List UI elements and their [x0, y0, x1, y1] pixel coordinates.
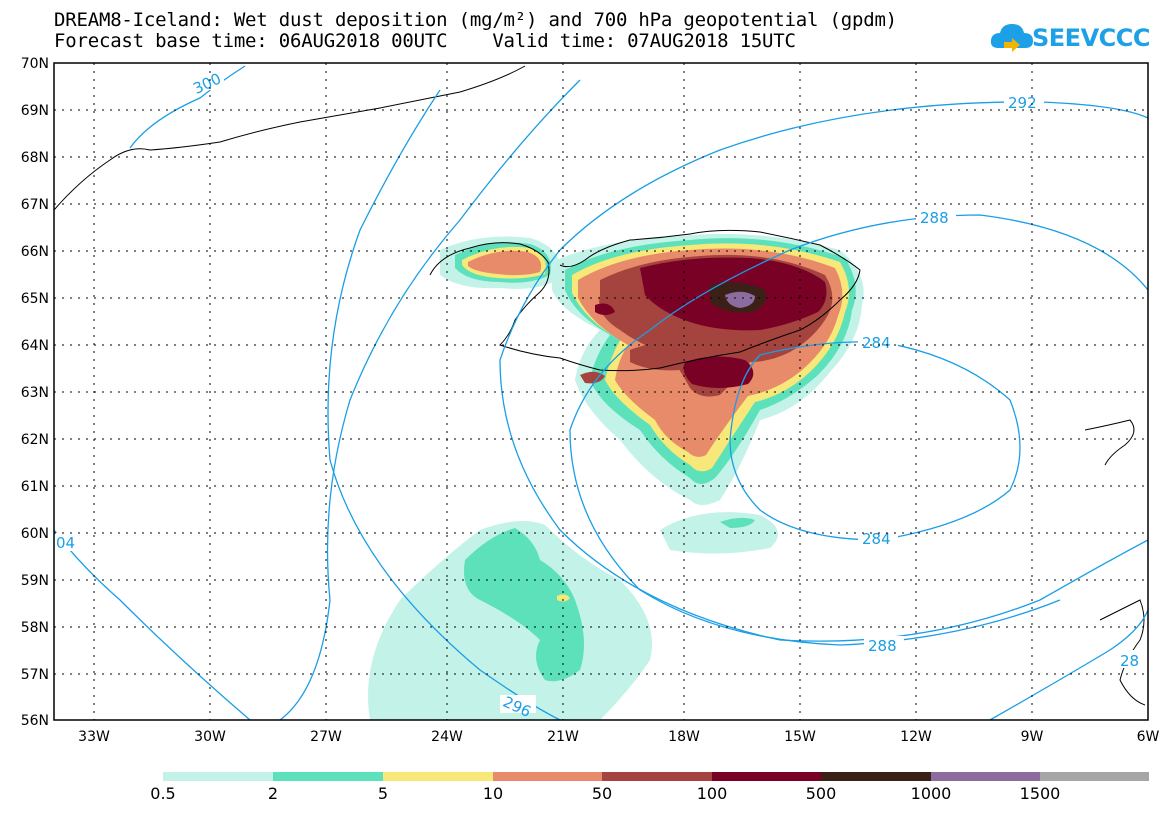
legend-swatch	[493, 772, 602, 781]
gridlines	[54, 63, 1148, 720]
lat-label: 57N	[21, 667, 49, 683]
lon-label: 30W	[194, 729, 226, 745]
map-title-line2: Forecast base time: 06AUG2018 00UTC Vali…	[54, 30, 796, 52]
legend-swatch	[931, 772, 1040, 781]
lon-label: 21W	[547, 729, 579, 745]
legend-swatch	[712, 772, 821, 781]
latitude-labels: 70N 69N 68N 67N 66N 65N 64N 63N 62N 61N …	[21, 56, 49, 729]
legend-swatch	[163, 772, 273, 781]
legend-label: 1000	[910, 784, 952, 803]
legend-label: 5	[377, 784, 389, 803]
lon-label: 15W	[784, 729, 816, 745]
legend-label: 500	[805, 784, 837, 803]
lat-label: 64N	[21, 338, 49, 354]
lat-label: 68N	[21, 150, 49, 166]
legend-swatch	[602, 772, 712, 781]
legend-label: 100	[696, 784, 728, 803]
lat-label: 61N	[21, 479, 49, 495]
coastlines	[54, 65, 1146, 706]
legend-swatch	[383, 772, 493, 781]
legend-label: 0.5	[150, 784, 176, 803]
lat-label: 67N	[21, 197, 49, 213]
lat-label: 58N	[21, 620, 49, 636]
lat-label: 56N	[21, 713, 49, 729]
lon-label: 12W	[900, 729, 932, 745]
lon-label: 24W	[431, 729, 463, 745]
contour-label-284-bottom: 284	[862, 530, 891, 548]
legend-label: 2	[267, 784, 279, 803]
geopotential-contours	[54, 65, 1148, 720]
contour-label-288-bottom: 288	[868, 637, 897, 655]
color-legend	[163, 772, 1149, 781]
plot-frame	[53, 62, 1149, 721]
lon-label: 27W	[310, 729, 342, 745]
legend-swatch	[273, 772, 383, 781]
contour-label-288-top: 288	[920, 209, 949, 227]
cloud-icon	[990, 24, 1033, 52]
lon-label: 18W	[668, 729, 700, 745]
logo-text: SEEVCCC	[1032, 24, 1151, 52]
legend-swatch	[821, 772, 931, 781]
legend-swatch	[1040, 772, 1149, 781]
lat-label: 65N	[21, 291, 49, 307]
lon-label: 9W	[1021, 729, 1044, 745]
lat-label: 62N	[21, 432, 49, 448]
lon-label: 6W	[1137, 729, 1160, 745]
lat-label: 66N	[21, 244, 49, 260]
contour-label-292: 292	[1008, 94, 1037, 112]
contour-label-28x: 28	[1120, 652, 1139, 670]
contour-label-304: 04	[56, 534, 75, 552]
dust-field-level-1000	[725, 291, 755, 308]
seevccc-logo: SEEVCCC	[990, 18, 1151, 58]
lat-label: 60N	[21, 526, 49, 542]
lat-label: 70N	[21, 56, 49, 72]
legend-label: 50	[591, 784, 613, 803]
lat-label: 69N	[21, 103, 49, 119]
contour-label-284-top: 284	[862, 334, 891, 352]
longitude-labels: 33W 30W 27W 24W 21W 18W 15W 12W 9W 6W	[78, 729, 1159, 745]
lon-label: 33W	[78, 729, 110, 745]
legend-label: 10	[482, 784, 504, 803]
legend-label: 1500	[1019, 784, 1061, 803]
lat-label: 59N	[21, 573, 49, 589]
map-title-line1: DREAM8-Iceland: Wet dust deposition (mg/…	[54, 9, 897, 31]
lat-label: 63N	[21, 385, 49, 401]
contour-labels: 300 292 288 288 284 284 296 04 28	[54, 69, 1142, 720]
